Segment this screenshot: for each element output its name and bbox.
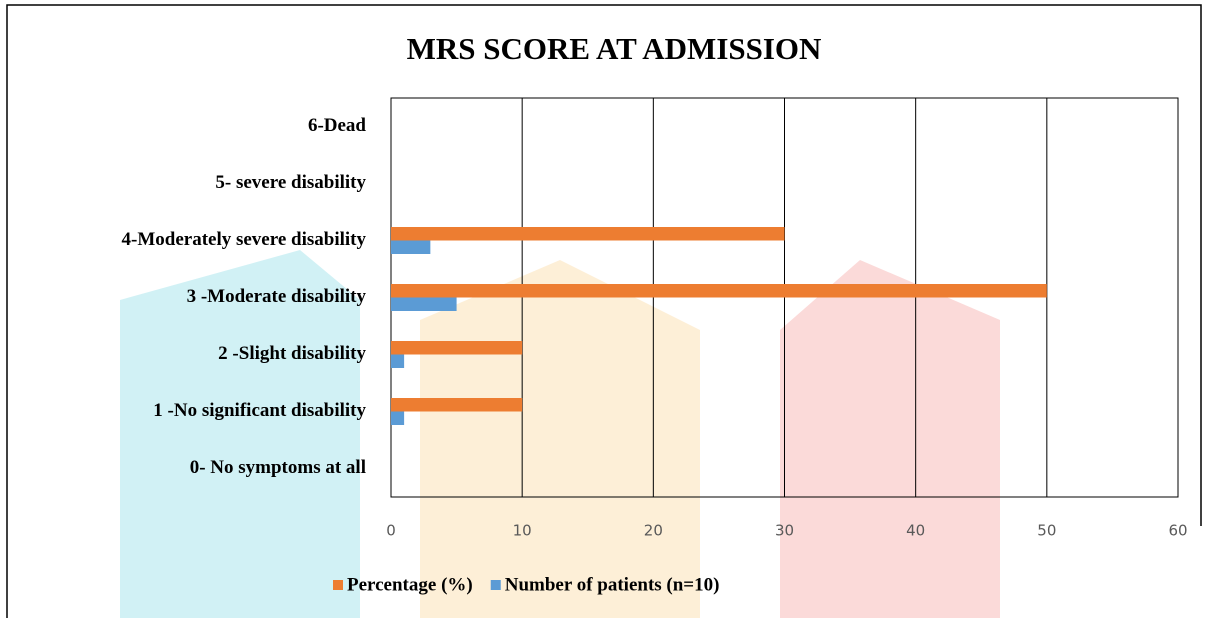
x-tick-label: 0 [386,522,396,540]
chart: MRS SCORE AT ADMISSION 0 10 20 30 40 50 60 0- N… [0,0,1208,618]
x-tick-label: 20 [644,522,663,540]
y-tick-label: 3 -Moderate disability [187,286,367,307]
y-tick-label: 2 -Slight disability [218,343,366,364]
bar [391,227,785,241]
x-tick-label: 50 [1037,522,1056,540]
x-tick-label: 40 [906,522,925,540]
x-tick-label: 10 [513,522,532,540]
bar [391,298,457,312]
x-tick-label: 60 [1168,522,1187,540]
bar [391,412,404,426]
legend-label: Number of patients (n=10) [505,574,720,595]
bar [391,341,522,355]
chart-title: MRS SCORE AT ADMISSION [407,31,822,66]
bar [391,241,430,255]
legend-label: Percentage (%) [347,574,473,595]
bar [391,398,522,412]
bar [391,355,404,369]
x-tick-label: 30 [775,522,794,540]
y-tick-label: 1 -No significant disability [153,400,366,421]
y-tick-label: 6-Dead [308,115,366,136]
bar [391,284,1047,298]
legend-swatch [333,580,343,590]
y-tick-label: 5- severe disability [215,172,366,193]
y-tick-label: 4-Moderately severe disability [122,229,367,250]
y-tick-label: 0- No symptoms at all [190,457,366,478]
legend-swatch [491,580,501,590]
